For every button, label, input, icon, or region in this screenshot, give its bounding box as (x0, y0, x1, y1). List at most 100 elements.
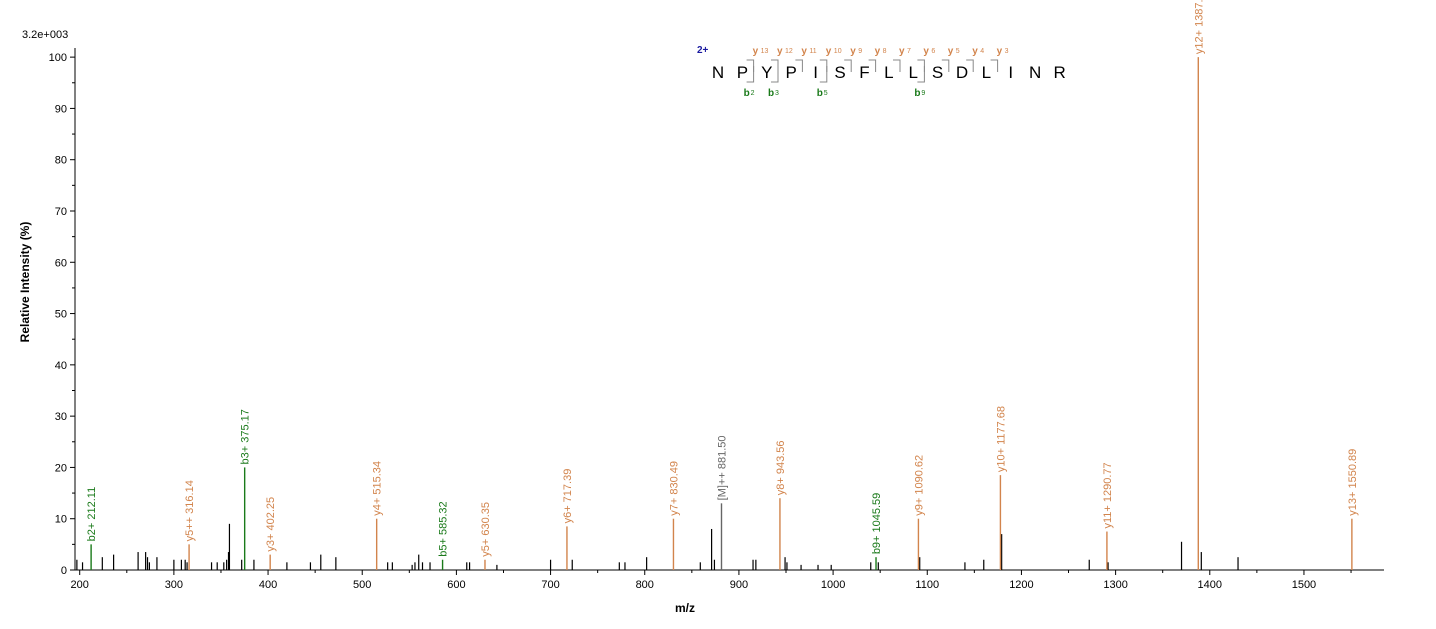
b-ion-cleavage-mark (771, 66, 779, 83)
peak-label: y5++ 316.14 (184, 480, 196, 541)
y-ion-number: 12 (785, 48, 793, 55)
x-axis-label: m/z (675, 601, 695, 615)
residue-letter: N (712, 63, 724, 82)
y-ion-number: 5 (956, 48, 960, 55)
x-tick-label: 600 (447, 579, 465, 591)
y-ion-number: 11 (809, 48, 816, 55)
residue-letter: Y (761, 63, 772, 82)
y-ion-number: 9 (858, 48, 862, 55)
y-tick-label: 100 (49, 52, 67, 64)
x-tick-label: 400 (259, 579, 277, 591)
y-ion-cleavage-mark (868, 59, 877, 72)
peak-label: y13+ 1550.89 (1347, 449, 1359, 516)
y-tick-label: 80 (55, 155, 67, 167)
x-tick-label: 1300 (1103, 579, 1127, 591)
y-ion-number: 8 (883, 48, 887, 55)
y-tick-label: 90 (55, 103, 67, 115)
intensity-scale-label: 3.2e+003 (22, 29, 68, 41)
peak-label: y6+ 717.39 (562, 469, 574, 524)
x-tick-label: 1100 (915, 579, 939, 591)
y-ion-number: 6 (931, 48, 935, 55)
y-ion-cleavage-mark (966, 59, 974, 72)
residue-letter: R (1053, 63, 1065, 82)
residue-letter: D (956, 63, 968, 82)
y-ion-letter: y (948, 46, 954, 57)
b-ion-number: 5 (824, 90, 828, 97)
b-ion-cleavage-mark (819, 66, 828, 83)
b-ion-number: 3 (775, 90, 779, 97)
charge-state-label: 2+ (697, 45, 709, 56)
residue-letter: L (884, 63, 893, 82)
y-ion-cleavage-mark (893, 59, 901, 72)
peak-label: [M]++ 881.50 (716, 435, 728, 500)
y-tick-label: 30 (55, 411, 67, 423)
y-axis: 0 10 20 30 40 50 60 70 80 90 100 (49, 48, 76, 577)
unlabeled-peaks (76, 523, 1239, 570)
y-axis-label: Relative Intensity (%) (18, 222, 32, 343)
residue-letter: I (813, 63, 818, 82)
y-ion-number: 4 (980, 48, 984, 55)
x-tick-label: 1000 (821, 579, 845, 591)
residue-letter: S (834, 63, 845, 82)
y-ion-number: 10 (834, 48, 842, 55)
y-ion-cleavage-mark (819, 59, 828, 72)
y-ion-letter: y (875, 46, 881, 57)
y-ion-number: 13 (761, 48, 769, 55)
y-ion-letter: y (972, 46, 978, 57)
labeled-peaks: b2+ 212.11 y5++ 316.14 b3+ 375.17 y3+ 402.2… (86, 0, 1359, 570)
peak-label: y5+ 630.35 (480, 502, 492, 557)
x-tick-label: 700 (541, 579, 559, 591)
y-ion-cleavage-mark (941, 59, 950, 72)
y-ion-letter: y (923, 46, 929, 57)
x-tick-label: 200 (71, 579, 89, 591)
b-ion-letter: b (817, 88, 823, 99)
b-ion-letter: b (914, 88, 920, 99)
b-ion-cleavage-mark (917, 66, 925, 83)
x-tick-label: 300 (165, 579, 183, 591)
y-ion-letter: y (826, 46, 832, 57)
residue-letter: I (1008, 63, 1013, 82)
residue-letter: N (1029, 63, 1041, 82)
y-ion-cleavage-mark (844, 59, 852, 72)
y-tick-label: 70 (55, 206, 67, 218)
y-ion-number: 3 (1005, 48, 1009, 55)
y-tick-label: 40 (55, 360, 67, 372)
y-tick-label: 50 (55, 309, 67, 321)
x-tick-label: 500 (353, 579, 371, 591)
residue-letter: P (737, 63, 748, 82)
y-ion-number: 7 (907, 48, 911, 55)
y-tick-label: 10 (55, 514, 67, 526)
b-ion-number: 9 (921, 90, 925, 97)
b-ion-letter: b (744, 88, 750, 99)
b-ion-number: 2 (751, 90, 755, 97)
peak-label: b3+ 375.17 (240, 409, 252, 464)
x-tick-label: 1200 (1009, 579, 1033, 591)
peak-label: y9+ 1090.62 (913, 455, 925, 516)
y-ion-cleavage-mark (990, 59, 999, 72)
y-ion-letter: y (850, 46, 856, 57)
y-ion-cleavage-mark (917, 59, 925, 72)
x-tick-label: 1400 (1198, 579, 1222, 591)
y-tick-label: 0 (61, 565, 67, 577)
y-ion-letter: y (801, 46, 807, 57)
x-tick-label: 800 (636, 579, 654, 591)
y-ion-letter: y (899, 46, 905, 57)
y-tick-label: 60 (55, 257, 67, 269)
residue-letter: S (932, 63, 943, 82)
y-ion-letter: y (777, 46, 783, 57)
peak-label: b2+ 212.11 (86, 487, 98, 542)
peak-label: b5+ 585.32 (438, 501, 450, 556)
y-ion-cleavage-mark (795, 59, 803, 72)
peak-label: y7+ 830.49 (668, 461, 680, 516)
peptide-sequence-diagram: 2+N P Y P I S F L L S D L I N Ry 13 y 12 y 11 y 10 y 9 y 8 y 7 y 6 y 5 y… (697, 45, 1066, 99)
peak-label: b9+ 1045.59 (871, 493, 883, 554)
peak-label: y11+ 1290.77 (1102, 462, 1114, 528)
peak-label: y3+ 402.25 (265, 497, 277, 552)
peak-label: y8+ 943.56 (775, 440, 787, 495)
peak-label: y12+ 1387.80 (1193, 0, 1205, 54)
residue-letter: L (908, 63, 917, 82)
residue-letter: L (982, 63, 991, 82)
x-tick-label: 900 (730, 579, 748, 591)
x-tick-label: 1500 (1292, 579, 1316, 591)
